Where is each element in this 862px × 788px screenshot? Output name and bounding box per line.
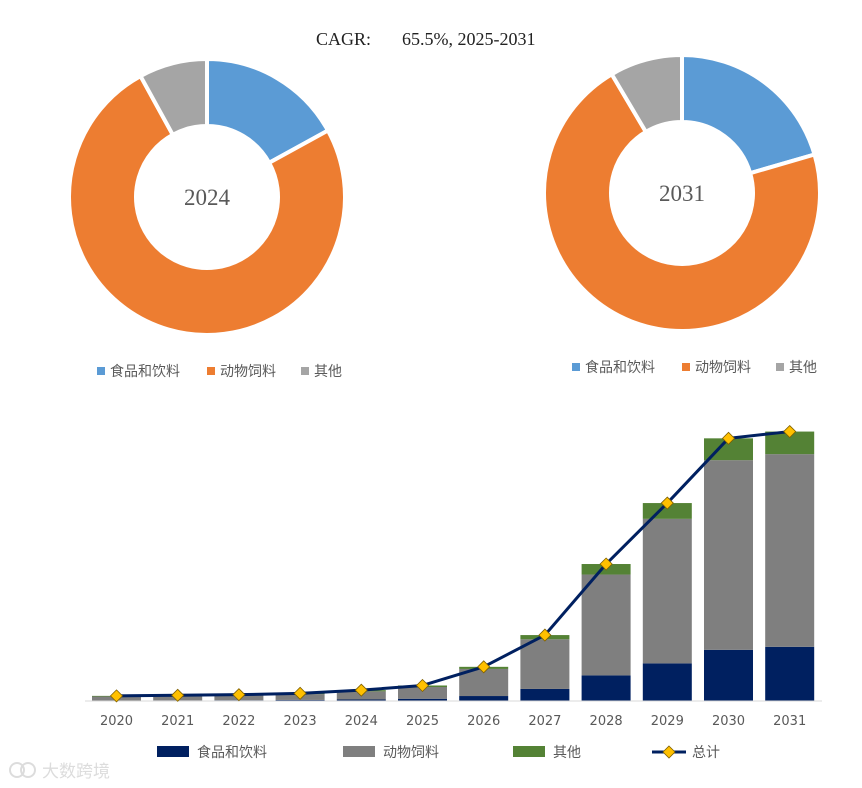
donut-2031-legend-label-0: 食品和饮料 [585, 359, 655, 376]
x-tick-2031: 2031 [773, 714, 806, 729]
bar-2028-series-0 [581, 675, 631, 701]
bar-2025-series-1 [398, 687, 447, 699]
total-line [116, 430, 790, 698]
donut-2024-legend-label-1: 动物饲料 [220, 364, 276, 380]
bar-2024-series-0 [336, 699, 386, 701]
total-marker-2020 [109, 689, 124, 703]
donut-2024-legend-swatch-1 [207, 367, 215, 375]
bar-2026-series-0 [459, 696, 509, 701]
bar-legend-swatch-2 [513, 746, 545, 757]
watermark-logo-icon-2 [20, 762, 36, 778]
cagr-label: CAGR: [316, 29, 371, 49]
bar-2031-series-0 [765, 646, 815, 701]
total-marker-2025 [415, 678, 430, 693]
x-tick-2029: 2029 [651, 714, 684, 729]
donut-2031-slice-0 [680, 53, 817, 176]
total-marker-2027 [538, 628, 552, 642]
x-tick-2020: 2020 [100, 714, 133, 729]
x-tick-2021: 2021 [161, 714, 194, 729]
bar-2027-series-1 [520, 639, 570, 689]
watermark-logo-icon [9, 762, 25, 778]
total-marker-2021 [171, 688, 185, 702]
stacked-bar-chart: 2020 2021 2022 2023 2024 2025 2026 2027 2028 2029… [85, 424, 822, 729]
x-tick-2030: 2030 [712, 714, 745, 729]
bar-2023-series-0 [275, 699, 325, 701]
total-marker-2031 [783, 424, 797, 439]
bar-2030-series-1 [704, 460, 753, 650]
total-marker-2023 [293, 686, 307, 700]
donut-2031-legend-label-1: 动物饲料 [695, 360, 751, 376]
bar-2028-series-1 [581, 574, 631, 676]
total-marker-2028 [599, 557, 613, 571]
donut-2031-legend-label-2: 其他 [789, 360, 817, 376]
donut-2031: 2031 [542, 53, 822, 333]
total-marker-2022 [232, 688, 246, 702]
bar-2027-series-0 [520, 688, 570, 701]
donut-2024-slice-2 [138, 57, 209, 137]
bar-legend-label-2: 其他 [553, 745, 581, 761]
donut-2024-center-label: 2024 [184, 185, 231, 210]
watermark-text: 大数跨境 [42, 762, 110, 782]
total-marker-2030 [721, 431, 736, 445]
bar-chart-legend: 食品和饮料 动物饲料 其他 总计 [157, 744, 720, 761]
cagr-value: 65.5%, 2025-2031 [402, 29, 536, 49]
bar-legend-label-0: 食品和饮料 [197, 744, 267, 761]
donut-2031-slice-1 [542, 72, 822, 333]
bar-2029-series-1 [642, 518, 692, 664]
x-tick-2027: 2027 [528, 714, 561, 729]
donut-2024-slice-1 [67, 74, 347, 337]
bar-2025-series-0 [398, 698, 447, 701]
donut-2024-legend: 食品和饮料 动物饲料 其他 [97, 363, 342, 380]
donut-2031-legend-swatch-1 [682, 363, 690, 371]
x-tick-2023: 2023 [284, 714, 317, 729]
bar-legend-swatch-1 [343, 746, 375, 757]
watermark: 大数跨境 [9, 762, 110, 782]
donut-2024-legend-swatch-0 [97, 367, 105, 375]
bar-2030-series-2 [704, 438, 753, 461]
x-tick-2025: 2025 [406, 714, 439, 729]
donut-2031-center-label: 2031 [659, 181, 705, 206]
total-marker-2024 [354, 683, 368, 697]
bar-legend-marker-icon [662, 745, 676, 759]
x-tick-2028: 2028 [590, 714, 623, 729]
x-tick-2022: 2022 [222, 714, 255, 729]
donut-2031-legend-swatch-2 [776, 363, 784, 371]
bar-2031-series-2 [765, 431, 815, 455]
donut-2024: 2024 [67, 57, 347, 337]
total-marker-2026 [477, 660, 491, 674]
bar-2026-series-1 [459, 668, 509, 697]
donut-2024-slice-0 [205, 57, 330, 165]
bar-legend-swatch-0 [157, 746, 189, 757]
total-marker-2029 [660, 496, 674, 510]
bar-2030-series-0 [704, 649, 753, 701]
donut-2031-slice-2 [609, 53, 684, 134]
x-tick-2026: 2026 [467, 714, 500, 729]
bar-legend-label-1: 动物饲料 [383, 745, 439, 761]
donut-2024-legend-swatch-2 [301, 367, 309, 375]
donut-2024-legend-label-2: 其他 [314, 364, 342, 380]
donut-2031-legend: 食品和饮料 动物饲料 其他 [572, 359, 817, 376]
x-tick-2024: 2024 [345, 714, 378, 729]
bar-2029-series-0 [642, 663, 692, 701]
bar-2031-series-1 [765, 454, 815, 647]
bar-legend-label-3: 总计 [692, 745, 720, 761]
donut-2024-legend-label-0: 食品和饮料 [110, 363, 180, 380]
donut-2031-legend-swatch-0 [572, 363, 580, 371]
